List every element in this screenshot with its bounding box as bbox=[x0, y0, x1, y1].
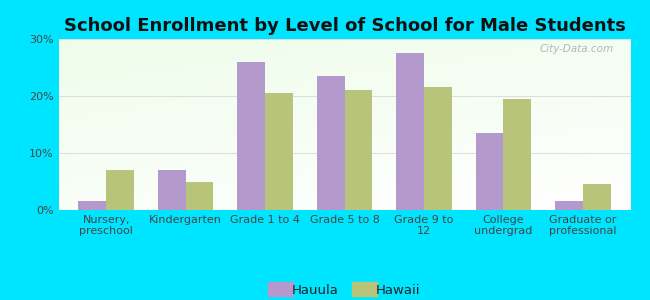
Bar bbox=[476, 133, 503, 210]
Bar bbox=[424, 88, 452, 210]
Bar bbox=[583, 184, 610, 210]
Bar bbox=[503, 99, 531, 210]
Bar bbox=[79, 202, 106, 210]
Bar bbox=[158, 170, 186, 210]
Bar bbox=[344, 90, 372, 210]
Bar bbox=[106, 170, 134, 210]
Text: City-Data.com: City-Data.com bbox=[540, 44, 614, 54]
Bar bbox=[555, 202, 583, 210]
Title: School Enrollment by Level of School for Male Students: School Enrollment by Level of School for… bbox=[64, 17, 625, 35]
Bar bbox=[186, 182, 213, 210]
Bar bbox=[265, 93, 293, 210]
Legend: Hauula, Hawaii: Hauula, Hawaii bbox=[263, 279, 426, 300]
Bar bbox=[237, 62, 265, 210]
Bar bbox=[317, 76, 345, 210]
Bar bbox=[396, 53, 424, 210]
